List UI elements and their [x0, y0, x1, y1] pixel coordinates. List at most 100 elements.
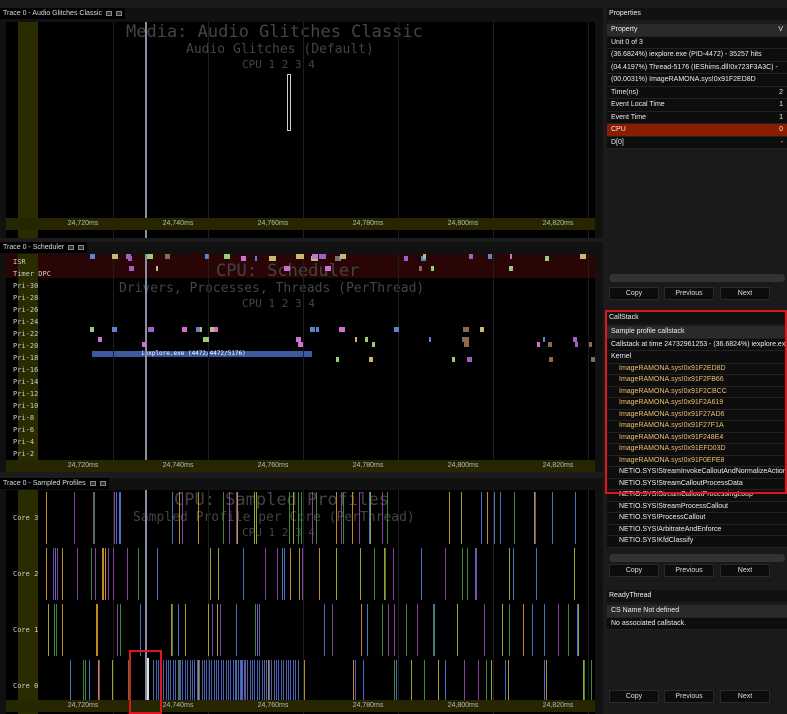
sample-line[interactable] — [388, 604, 390, 656]
kernel-group[interactable]: Kernel — [607, 351, 787, 364]
thread-slice[interactable] — [543, 337, 546, 342]
sample-line[interactable] — [74, 492, 76, 544]
sample-line[interactable] — [331, 604, 333, 656]
close-icon[interactable] — [78, 245, 85, 250]
sample-line[interactable] — [361, 604, 363, 656]
sample-line[interactable] — [163, 660, 165, 712]
sample-line[interactable] — [114, 492, 116, 544]
sample-line[interactable] — [256, 660, 258, 712]
maximize-icon[interactable] — [89, 481, 96, 486]
sample-line[interactable] — [552, 492, 554, 544]
sample-line[interactable] — [46, 548, 47, 600]
sample-line[interactable] — [256, 492, 258, 544]
callstack-frame[interactable]: ImageRAMONA.sys!0x91F0EFE8 — [607, 455, 787, 467]
thread-slice[interactable] — [428, 337, 432, 342]
sample-line[interactable] — [278, 660, 280, 712]
sample-line[interactable] — [62, 604, 64, 656]
sample-line[interactable] — [456, 604, 458, 656]
thread-slice[interactable] — [451, 357, 455, 362]
property-row[interactable]: (36.6824%) iexplore.exe (PID-4472) - 352… — [607, 49, 787, 62]
sample-line[interactable] — [464, 660, 466, 712]
thread-slice[interactable] — [112, 327, 117, 332]
sample-line[interactable] — [578, 604, 580, 656]
sample-line[interactable] — [210, 548, 212, 600]
sample-line[interactable] — [244, 660, 246, 712]
thread-slice[interactable] — [422, 254, 426, 259]
selected-sample[interactable] — [147, 658, 149, 714]
sample-line[interactable] — [557, 604, 559, 656]
sample-line[interactable] — [208, 660, 210, 712]
callstack-frame[interactable]: ImageRAMONA.sys!0x91F248E4 — [607, 432, 787, 444]
sample-line[interactable] — [501, 604, 503, 656]
next-button[interactable]: Next — [720, 690, 770, 703]
sample-line[interactable] — [508, 548, 510, 600]
callstack-frame[interactable]: ImageRAMONA.sys!0x91F27AD6 — [607, 409, 787, 421]
sample-line[interactable] — [293, 492, 295, 544]
thread-slice[interactable] — [464, 342, 469, 347]
sample-line[interactable] — [247, 660, 249, 712]
thread-slice[interactable] — [404, 256, 409, 261]
thread-slice[interactable] — [509, 254, 513, 259]
sample-line[interactable] — [102, 548, 104, 600]
sample-line[interactable] — [343, 492, 345, 544]
sample-line[interactable] — [544, 660, 546, 712]
thread-slice[interactable] — [536, 342, 541, 347]
sample-line[interactable] — [175, 660, 177, 712]
sample-line[interactable] — [467, 548, 469, 600]
sample-line[interactable] — [172, 492, 174, 544]
previous-button[interactable]: Previous — [664, 287, 714, 300]
sample-line[interactable] — [177, 660, 179, 712]
sample-line[interactable] — [256, 604, 258, 656]
property-row[interactable]: Unit 0 of 3 — [607, 36, 787, 49]
sample-line[interactable] — [189, 660, 191, 712]
thread-slice[interactable] — [128, 256, 132, 261]
sample-line[interactable] — [271, 660, 273, 712]
sample-line[interactable] — [249, 660, 251, 712]
sample-line[interactable] — [139, 604, 141, 656]
sample-line[interactable] — [514, 492, 516, 544]
property-row[interactable]: CPU 0 — [607, 124, 787, 137]
sample-line[interactable] — [289, 548, 291, 600]
property-row[interactable]: (04.4197%) Thread-5176 (IEShims.dll!0x72… — [607, 61, 787, 74]
sample-line[interactable] — [216, 660, 217, 712]
sample-line[interactable] — [336, 548, 338, 600]
sample-line[interactable] — [228, 660, 229, 712]
sample-line[interactable] — [297, 660, 299, 712]
sample-line[interactable] — [156, 660, 157, 712]
sample-line[interactable] — [268, 660, 270, 712]
thread-slice[interactable] — [241, 256, 247, 261]
callstack-frame[interactable]: NETIO.SYS!ArbitrateAndEnforce — [607, 524, 787, 536]
sample-line[interactable] — [280, 660, 282, 712]
sample-line[interactable] — [393, 660, 395, 712]
sample-line[interactable] — [475, 548, 477, 600]
thread-slice[interactable] — [545, 256, 550, 261]
sample-line[interactable] — [158, 660, 160, 712]
thread-slice[interactable] — [588, 342, 592, 347]
sample-line[interactable] — [288, 492, 290, 544]
sample-line[interactable] — [61, 548, 63, 600]
sample-line[interactable] — [53, 604, 55, 656]
thread-slice[interactable] — [164, 254, 171, 259]
sample-line[interactable] — [185, 604, 187, 656]
sample-line[interactable] — [295, 660, 297, 712]
sample-line[interactable] — [577, 604, 579, 656]
horizontal-scrollbar[interactable] — [609, 554, 785, 562]
sample-line[interactable] — [170, 604, 172, 656]
sample-line[interactable] — [55, 548, 57, 600]
previous-button[interactable]: Previous — [664, 690, 714, 703]
sample-line[interactable] — [102, 548, 104, 600]
thread-slice[interactable] — [319, 254, 327, 259]
sample-line[interactable] — [276, 548, 278, 600]
thread-slice[interactable] — [98, 337, 103, 342]
horizontal-scrollbar[interactable] — [609, 274, 785, 282]
sample-line[interactable] — [546, 660, 548, 712]
sample-line[interactable] — [298, 492, 300, 544]
thread-slice[interactable] — [213, 327, 219, 332]
sample-line[interactable] — [438, 660, 440, 712]
thread-slice[interactable] — [297, 342, 304, 347]
previous-button[interactable]: Previous — [664, 564, 714, 577]
thread-slice[interactable] — [480, 327, 484, 332]
sample-line[interactable] — [283, 548, 285, 600]
scheduler-plot[interactable]: CPU: Scheduler Drivers, Processes, Threa… — [6, 254, 595, 472]
thread-slice[interactable] — [315, 327, 320, 332]
